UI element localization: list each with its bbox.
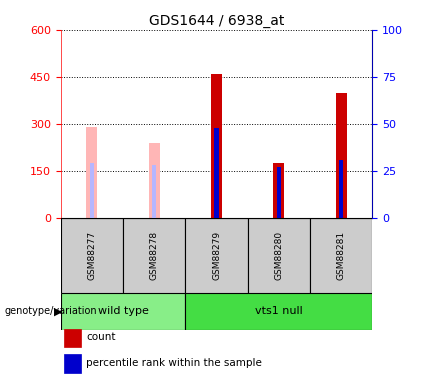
Bar xyxy=(64,329,81,347)
Bar xyxy=(64,354,81,373)
Bar xyxy=(248,217,310,292)
Text: vts1 null: vts1 null xyxy=(255,306,303,316)
Bar xyxy=(149,142,160,218)
Bar xyxy=(211,74,222,217)
Bar xyxy=(310,217,372,292)
Text: ▶: ▶ xyxy=(54,306,63,316)
Text: GSM88278: GSM88278 xyxy=(150,230,158,280)
Text: GSM88281: GSM88281 xyxy=(337,230,346,280)
Bar xyxy=(185,217,248,292)
Bar xyxy=(339,160,343,218)
Bar xyxy=(214,128,219,217)
Bar xyxy=(277,166,281,218)
Text: GSM88277: GSM88277 xyxy=(87,230,96,280)
Bar xyxy=(123,217,185,292)
Bar xyxy=(86,127,97,218)
Text: genotype/variation: genotype/variation xyxy=(4,306,97,316)
Text: GSM88279: GSM88279 xyxy=(212,230,221,280)
Bar xyxy=(185,292,372,330)
Bar xyxy=(61,292,185,330)
Bar xyxy=(90,163,94,218)
Title: GDS1644 / 6938_at: GDS1644 / 6938_at xyxy=(149,13,284,28)
Text: count: count xyxy=(86,333,116,342)
Bar xyxy=(336,93,347,218)
Bar xyxy=(273,163,284,218)
Text: wild type: wild type xyxy=(97,306,149,316)
Bar xyxy=(152,165,156,218)
Text: GSM88280: GSM88280 xyxy=(275,230,283,280)
Text: percentile rank within the sample: percentile rank within the sample xyxy=(86,358,262,368)
Bar xyxy=(61,217,123,292)
